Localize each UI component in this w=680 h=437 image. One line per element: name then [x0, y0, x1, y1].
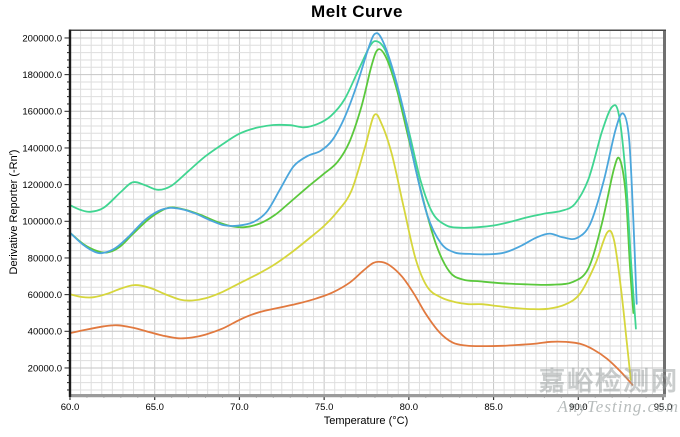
- x-tick-label: 60.0: [61, 402, 80, 413]
- y-tick-label: 60000.0: [28, 290, 62, 301]
- series-blue-line: [70, 32, 638, 305]
- x-tick-label: 85.0: [484, 402, 503, 413]
- x-axis-title: Temperature (°C): [323, 415, 409, 427]
- x-tick-label: 95.0: [654, 402, 673, 413]
- y-tick-label: 120000.0: [22, 180, 62, 191]
- x-tick-label: 80.0: [400, 402, 419, 413]
- x-tick-label: 70.0: [230, 402, 249, 413]
- melt-curves: [70, 32, 638, 386]
- y-axis-title: Derivative Reporter (-Rn′): [8, 149, 20, 275]
- x-tick-label: 75.0: [315, 402, 334, 413]
- x-tick-label: 65.0: [145, 402, 164, 413]
- chart-title: Melt Curve: [311, 2, 403, 21]
- series-springgreen-line: [70, 40, 637, 330]
- y-tick-label: 100000.0: [22, 217, 62, 228]
- x-tick-labels: 60.0 65.0 70.0 75.0 80.0 85.0 90.0 95.0: [61, 402, 673, 413]
- x-tick-label: 90.0: [569, 402, 588, 413]
- y-tick-label: 180000.0: [22, 70, 62, 81]
- y-tick-label: 20000.0: [28, 363, 62, 374]
- series-yellow-line: [70, 113, 632, 381]
- y-tick-label: 200000.0: [22, 33, 62, 44]
- y-tick-label: 160000.0: [22, 107, 62, 118]
- grid-lines: [70, 31, 663, 394]
- y-tick-labels: 20000.0 40000.0 60000.0 80000.0 100000.0 1200…: [22, 33, 62, 374]
- y-tick-label: 80000.0: [28, 253, 62, 264]
- series-orange-line: [70, 260, 634, 386]
- y-tick-label: 140000.0: [22, 143, 62, 154]
- y-tick-label: 40000.0: [28, 327, 62, 338]
- plot-frame: [68, 29, 666, 398]
